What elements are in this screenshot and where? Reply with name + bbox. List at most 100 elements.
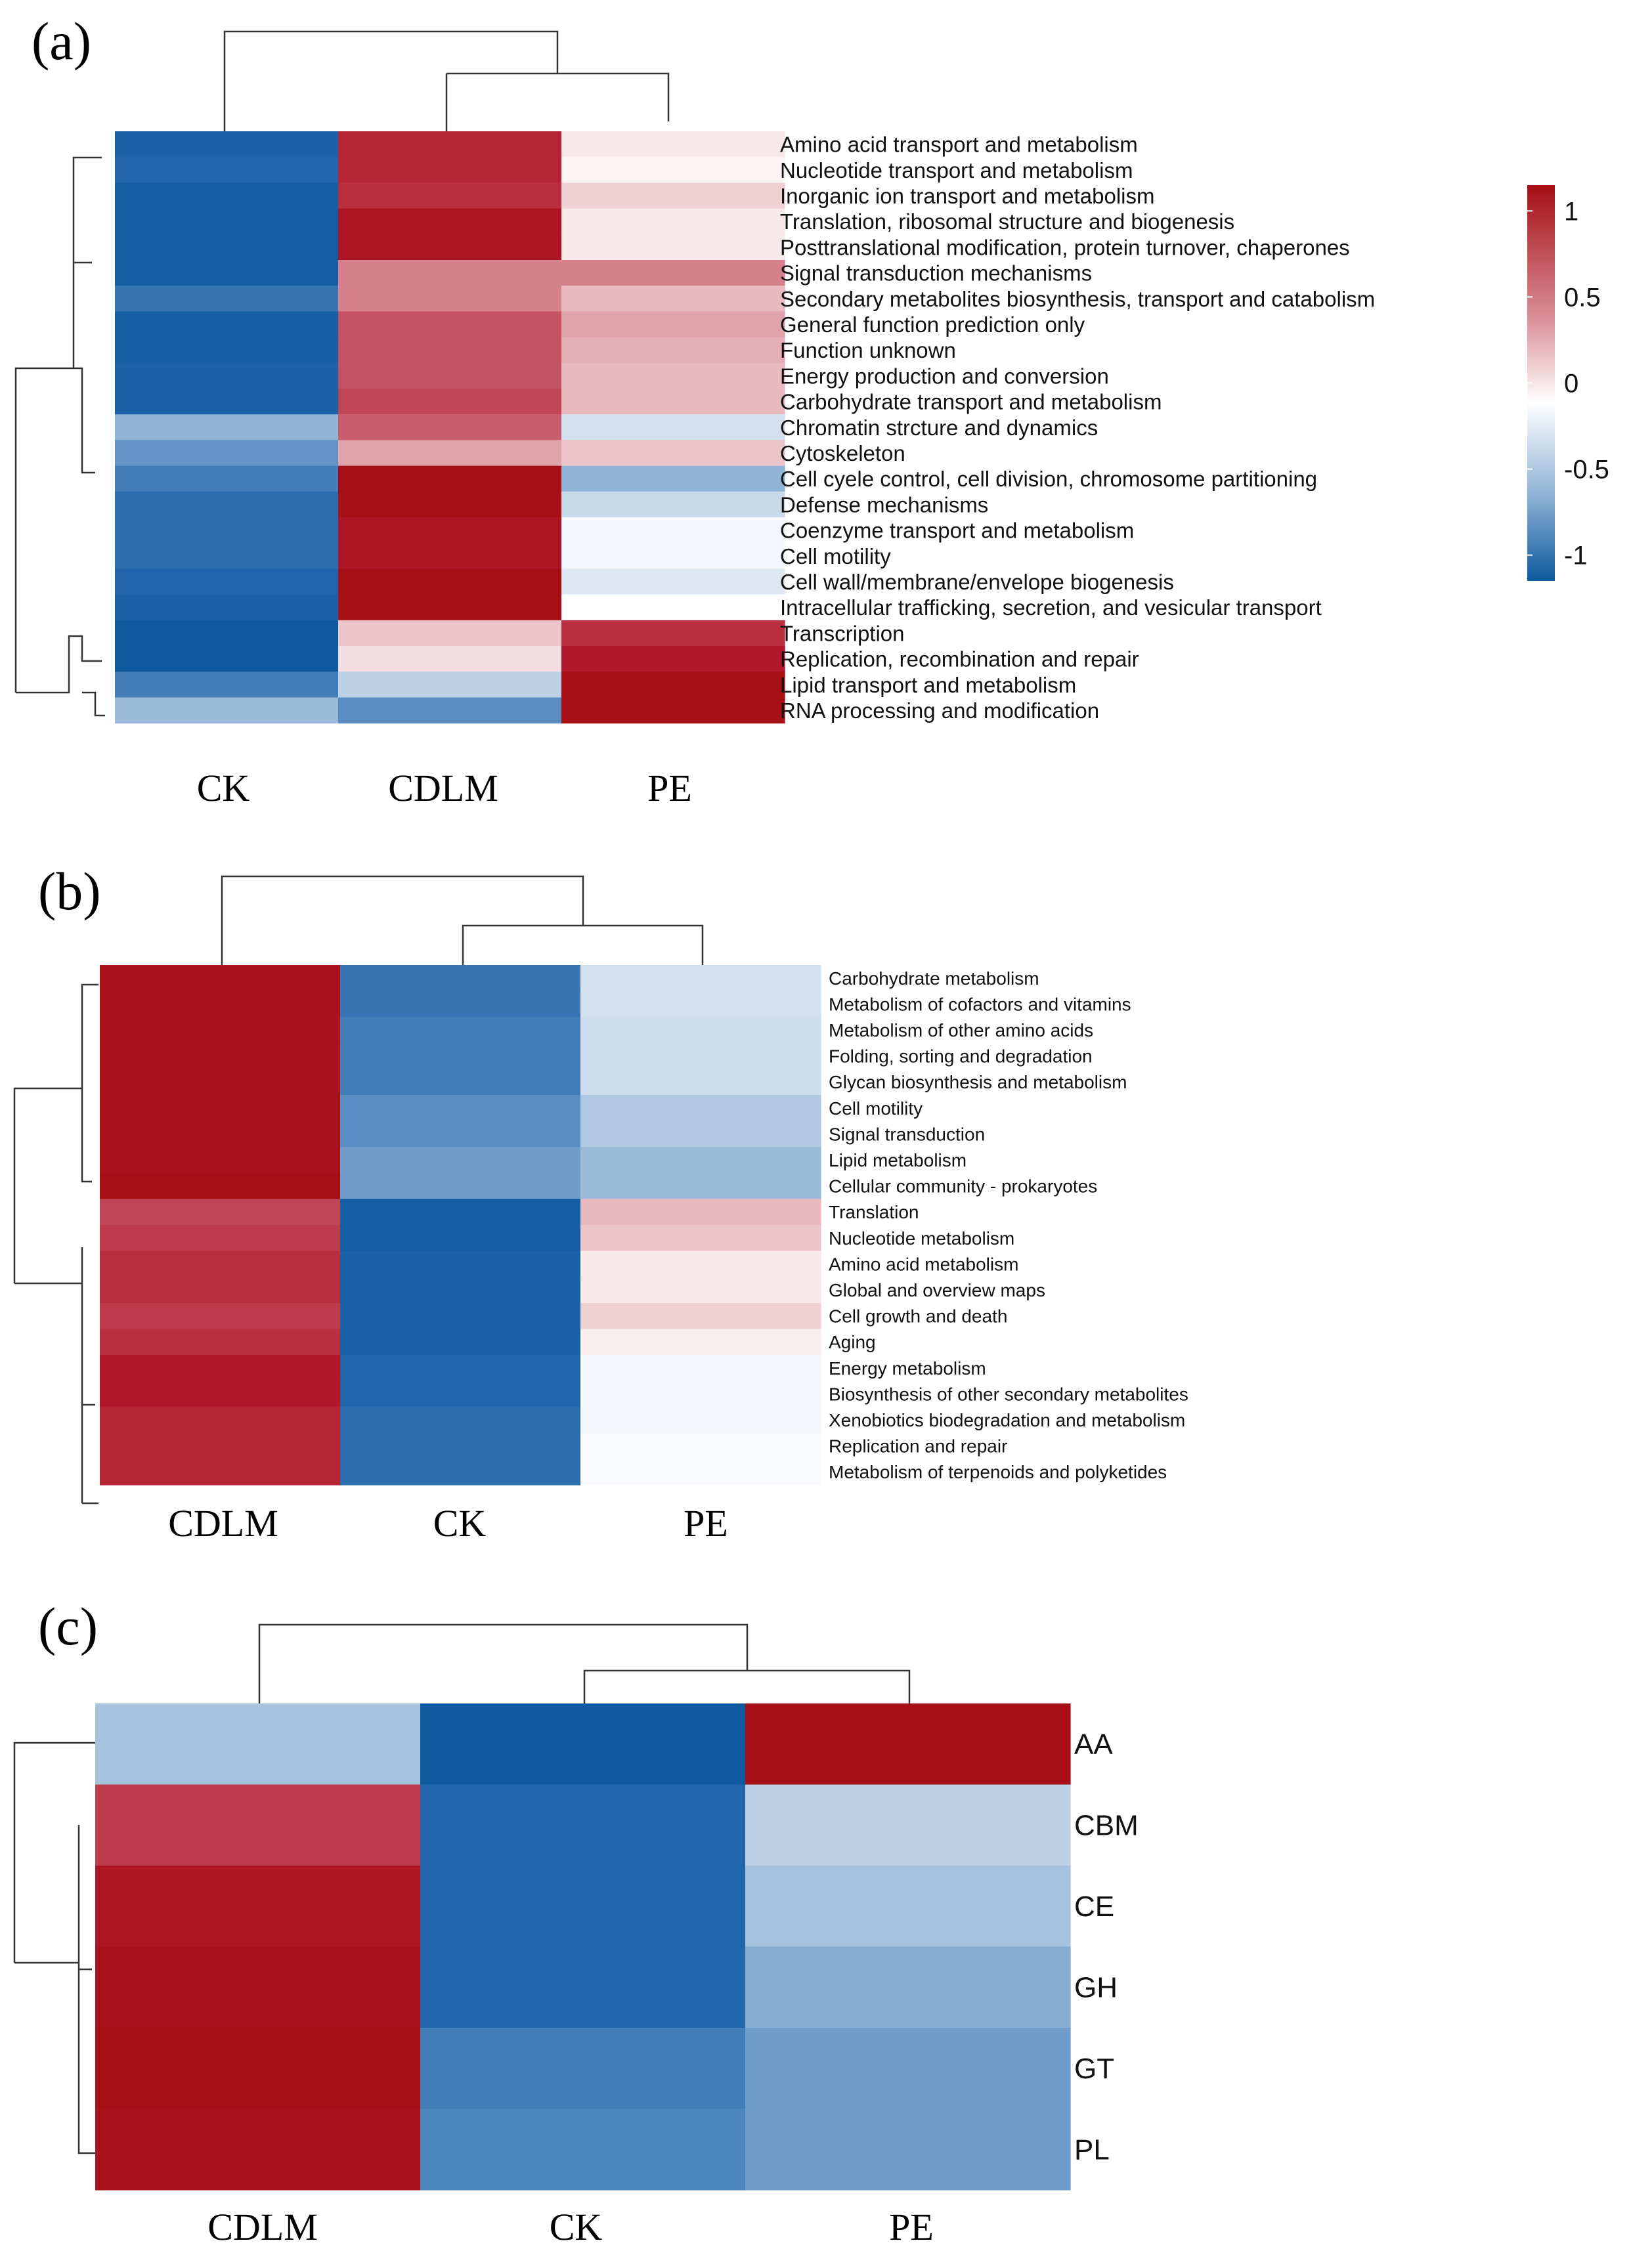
heatmap-cell bbox=[115, 208, 339, 235]
heatmap-cell bbox=[338, 157, 562, 183]
heatmap-cell bbox=[580, 1407, 821, 1434]
heatmap-cell bbox=[580, 1432, 821, 1459]
row-label: Cell cyele control, cell division, chrom… bbox=[780, 467, 1317, 491]
heatmap-cell bbox=[561, 697, 785, 724]
heatmap-cell bbox=[338, 465, 562, 492]
row-label: Energy production and conversion bbox=[780, 364, 1109, 388]
column-label-c-2: PE bbox=[889, 2206, 934, 2248]
heatmap-cell bbox=[745, 1703, 1071, 1786]
heatmap-cell bbox=[115, 389, 339, 415]
panel-label-c: (c) bbox=[38, 1596, 98, 1656]
heatmap-cell bbox=[340, 1407, 581, 1434]
row-label: PL bbox=[1074, 2133, 1110, 2166]
row-label: Aging bbox=[829, 1332, 876, 1352]
heatmap-cell bbox=[115, 672, 339, 698]
heatmap-cell bbox=[115, 311, 339, 338]
row-labels-b: Carbohydrate metabolism Metabolism of cof… bbox=[829, 968, 1188, 1482]
heatmap-cell bbox=[115, 568, 339, 595]
row-label: Metabolism of terpenoids and polyketides bbox=[829, 1462, 1167, 1482]
heatmap-cell bbox=[100, 1147, 341, 1174]
heatmap-cell bbox=[338, 311, 562, 338]
row-label: Global and overview maps bbox=[829, 1280, 1045, 1300]
column-label-b-1: CK bbox=[433, 1502, 487, 1545]
heatmap-panel-b: CDLM CK PE Carbohydrate metabolism Metabo… bbox=[13, 875, 1188, 1545]
heatmap-cell bbox=[745, 1866, 1071, 1948]
row-label: CE bbox=[1074, 1891, 1114, 1923]
column-dendrogram-a bbox=[223, 30, 670, 131]
heatmap-cell bbox=[338, 337, 562, 364]
heatmap-cell bbox=[340, 1017, 581, 1044]
heatmap-cell bbox=[338, 594, 562, 621]
heatmap-cell bbox=[95, 1866, 421, 1948]
heatmap-cell bbox=[340, 1432, 581, 1459]
heatmap-cell bbox=[95, 1946, 421, 2028]
heatmap-cell bbox=[115, 543, 339, 569]
heatmap-cell bbox=[745, 1946, 1071, 2028]
row-label: Transcription bbox=[780, 621, 905, 645]
row-label: Cellular community - prokaryotes bbox=[829, 1176, 1097, 1197]
column-label-c-1: CK bbox=[550, 2206, 603, 2248]
row-dendrogram-a bbox=[14, 156, 105, 717]
heatmap-cell bbox=[580, 1302, 821, 1329]
heatmap-cell bbox=[100, 1355, 341, 1382]
heatmap-cell bbox=[338, 131, 562, 158]
heatmap-cell bbox=[340, 1302, 581, 1329]
row-label: Intracellular trafficking, secretion, an… bbox=[780, 595, 1322, 620]
heatmap-cell bbox=[338, 620, 562, 647]
heatmap-cell bbox=[580, 1121, 821, 1147]
row-label: Metabolism of cofactors and vitamins bbox=[829, 994, 1131, 1014]
heatmap-cell bbox=[115, 182, 339, 209]
heatmap-cell bbox=[100, 1380, 341, 1407]
color-scale-tick-label: 0 bbox=[1564, 370, 1578, 398]
heatmap-cell bbox=[115, 646, 339, 672]
heatmap-cell bbox=[100, 1225, 341, 1252]
heatmap-cell bbox=[100, 1172, 341, 1199]
row-dendrogram-b bbox=[13, 983, 98, 1505]
heatmap-cell bbox=[420, 2108, 746, 2191]
row-label: Carbohydrate metabolism bbox=[829, 968, 1039, 989]
heatmap-cell bbox=[580, 1095, 821, 1122]
heatmap-cell bbox=[580, 1380, 821, 1407]
heatmap-cell bbox=[100, 1017, 341, 1044]
heatmap-cell bbox=[340, 1147, 581, 1174]
heatmap-cell bbox=[338, 234, 562, 261]
row-label: Energy metabolism bbox=[829, 1358, 986, 1379]
column-label-a-0: CK bbox=[197, 767, 250, 809]
heatmap-cell bbox=[338, 517, 562, 544]
heatmap-cell bbox=[100, 1251, 341, 1277]
row-label: CBM bbox=[1074, 1809, 1139, 1841]
heatmap-cell bbox=[100, 965, 341, 992]
heatmap-cell bbox=[338, 672, 562, 698]
heatmap-cell bbox=[115, 234, 339, 261]
heatmap-cell bbox=[100, 1277, 341, 1304]
heatmap-cell bbox=[100, 1121, 341, 1147]
heatmap-cell bbox=[338, 362, 562, 389]
row-label: Cell motility bbox=[780, 544, 891, 568]
color-scale-tick-label: -0.5 bbox=[1564, 456, 1609, 484]
row-dendrogram-c bbox=[13, 1742, 95, 2154]
heatmap-cell bbox=[115, 594, 339, 621]
column-dendrogram-c bbox=[258, 1623, 911, 1703]
heatmap-cell bbox=[100, 1302, 341, 1329]
heatmap-cell bbox=[115, 491, 339, 518]
heatmap-cell bbox=[100, 1042, 341, 1069]
panel-label-b: (b) bbox=[38, 861, 101, 921]
heatmap-cell bbox=[580, 1199, 821, 1226]
heatmap-cell bbox=[561, 594, 785, 621]
heatmap-cell bbox=[561, 465, 785, 492]
heatmap-cell bbox=[561, 362, 785, 389]
row-label: Folding, sorting and degradation bbox=[829, 1046, 1093, 1067]
row-label: Chromatin strcture and dynamics bbox=[780, 416, 1098, 440]
row-label: Amino acid transport and metabolism bbox=[780, 133, 1138, 157]
heatmap-cell bbox=[115, 260, 339, 286]
heatmap-cell bbox=[340, 1172, 581, 1199]
heatmap-cell bbox=[561, 311, 785, 338]
heatmap-cell bbox=[95, 2108, 421, 2191]
row-label: Lipid transport and metabolism bbox=[780, 673, 1076, 697]
heatmap-cell bbox=[340, 1380, 581, 1407]
heatmap-cells-a bbox=[115, 131, 785, 724]
heatmap-cell bbox=[561, 260, 785, 286]
heatmap-cell bbox=[338, 389, 562, 415]
heatmap-cell bbox=[100, 991, 341, 1017]
